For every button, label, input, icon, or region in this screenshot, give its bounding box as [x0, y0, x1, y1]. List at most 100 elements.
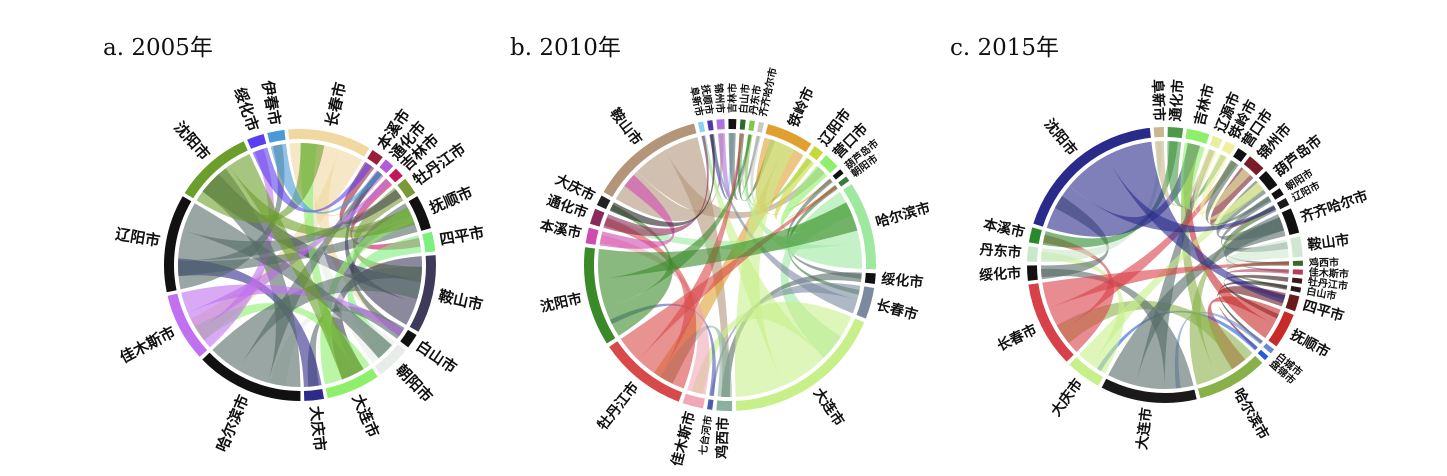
segment-label: 大庆市	[306, 405, 329, 452]
segment-arcs-2010	[584, 119, 877, 411]
chord-ribbon	[598, 134, 752, 309]
segment-arc-哈尔滨市	[1197, 355, 1263, 399]
segment-label: 绥化市	[881, 270, 924, 291]
segment-arc-四平市	[1285, 294, 1300, 312]
chord-ribbon	[178, 144, 285, 290]
segment-arc-朝阳市	[374, 344, 406, 375]
segment-label: 通化市	[1167, 79, 1187, 122]
segment-arc-大连市	[735, 318, 865, 411]
chord-ribbon	[1069, 155, 1276, 233]
segment-label: 辽阳市	[114, 225, 161, 250]
segment-arc-辽阳市	[163, 196, 192, 293]
segment-arc-长春市	[856, 286, 875, 319]
segment-arc-齐齐哈尔市	[757, 121, 765, 133]
segment-label: 佳木斯市	[117, 323, 178, 367]
segment-arc-大连市	[325, 368, 378, 399]
segment-label: 绥化市	[230, 85, 262, 133]
segment-arc-通化市	[379, 159, 394, 174]
segment-label: 本溪市	[538, 217, 583, 242]
segment-label: 长春市	[994, 321, 1039, 355]
segment-arc-白山市	[739, 119, 746, 130]
chord-ribbon	[750, 135, 823, 211]
segment-arc-营口市	[1233, 148, 1247, 162]
chord-ribbon	[637, 150, 825, 219]
segment-arc-丹东市	[1027, 246, 1039, 262]
segment-arc-齐齐哈尔市	[1281, 208, 1300, 236]
segment-arc-葫芦岛市	[1258, 171, 1278, 191]
segment-label: 长春市	[322, 81, 350, 129]
segment-label: 沈阳市	[1041, 116, 1081, 159]
segment-arc-哈尔滨市	[843, 184, 877, 270]
segment-label: 四平市	[1301, 297, 1346, 325]
segment-arc-吉林市	[728, 119, 737, 130]
chord-ribbon	[1108, 217, 1285, 386]
segment-arc-辽阳市	[808, 146, 824, 161]
segment-arc-葫芦岛市	[832, 169, 844, 180]
segment-label: 鞍山市	[1307, 231, 1351, 253]
chord-ribbon	[1205, 159, 1271, 225]
segment-arc-鞍山市	[409, 255, 436, 332]
segment-label: 铁岭市	[785, 85, 818, 130]
segment-label: 本溪市	[982, 216, 1027, 242]
segment-arc-铁岭市	[765, 124, 812, 153]
chord-ribbon	[228, 153, 364, 380]
segment-arc-牡丹江市	[1291, 277, 1303, 284]
chord-ribbon	[605, 204, 673, 336]
segment-arc-辽阳市	[1276, 198, 1290, 210]
segment-arc-朝阳市	[838, 176, 850, 187]
segment-label: 长春市	[875, 296, 920, 323]
chord-ribbon	[1043, 234, 1115, 352]
segment-arc-本溪市	[367, 149, 383, 166]
segment-arc-大庆市	[1069, 357, 1104, 386]
chord-ribbon	[787, 185, 860, 295]
segment-arc-本溪市	[585, 227, 599, 245]
segment-arc-长春市	[1028, 283, 1074, 362]
chord-ribbon	[717, 133, 752, 200]
chord-ribbon	[620, 185, 838, 360]
segment-arc-伊春市	[267, 129, 286, 143]
segment-arc-牡丹江市	[609, 341, 683, 402]
chord-ribbon	[734, 139, 795, 397]
segment-label: 牡丹江市	[594, 379, 642, 434]
ribbons-2015	[1041, 141, 1289, 389]
segment-label: 鞍山市	[606, 105, 645, 149]
segment-arc-鞍山市	[603, 123, 697, 197]
segment-arc-锦州市	[1243, 156, 1264, 176]
chord-ribbon	[1079, 182, 1264, 365]
panel-title-2015: c. 2015年	[950, 35, 1059, 61]
chord-ribbon	[1106, 141, 1286, 304]
chord-ribbon	[786, 178, 862, 279]
segment-arc-佳木斯市	[682, 393, 705, 409]
segment-label: 佳木斯市	[668, 410, 699, 468]
segment-arc-本溪市	[1028, 227, 1042, 245]
segment-arc-长春市	[288, 129, 370, 157]
segment-label: 抚顺市	[427, 183, 475, 217]
segment-arc-通化市	[589, 208, 605, 227]
segment-arc-白山市	[400, 329, 417, 348]
chord-ribbon	[638, 133, 744, 377]
segment-label: 鸡西市	[713, 417, 732, 461]
segment-label: 四平市	[438, 223, 485, 248]
segment-arc-鸡西市	[716, 400, 733, 411]
segment-arc-鞍山市	[1290, 236, 1303, 258]
segment-label: 白山市	[737, 83, 753, 114]
segment-arc-抚顺市	[408, 196, 431, 231]
segment-label: 抚顺市	[1288, 326, 1333, 361]
segment-arc-抚顺市	[1268, 311, 1294, 347]
segment-arc-大庆市	[303, 389, 325, 401]
segment-arc-绥化市	[864, 272, 876, 284]
chord-ribbon	[190, 149, 363, 341]
segment-label: 大连市	[810, 385, 848, 429]
chord-ribbon	[211, 165, 416, 238]
segment-arc-沈阳市	[184, 141, 248, 199]
segment-arc-哈尔滨市	[202, 352, 301, 402]
segment-label: 绥化市	[979, 265, 1022, 284]
segment-arc-沈阳市	[584, 247, 616, 344]
chord-ribbon	[604, 217, 697, 389]
panel-2005: a. 2005年 长春市本溪市通化市吉林市牡丹江市抚顺市四平市鞍山市白山市朝阳市…	[103, 35, 486, 454]
chord-ribbon	[710, 134, 858, 314]
segment-label: 朝阳市	[392, 361, 436, 406]
segment-label: 佳木斯市	[1308, 266, 1349, 281]
